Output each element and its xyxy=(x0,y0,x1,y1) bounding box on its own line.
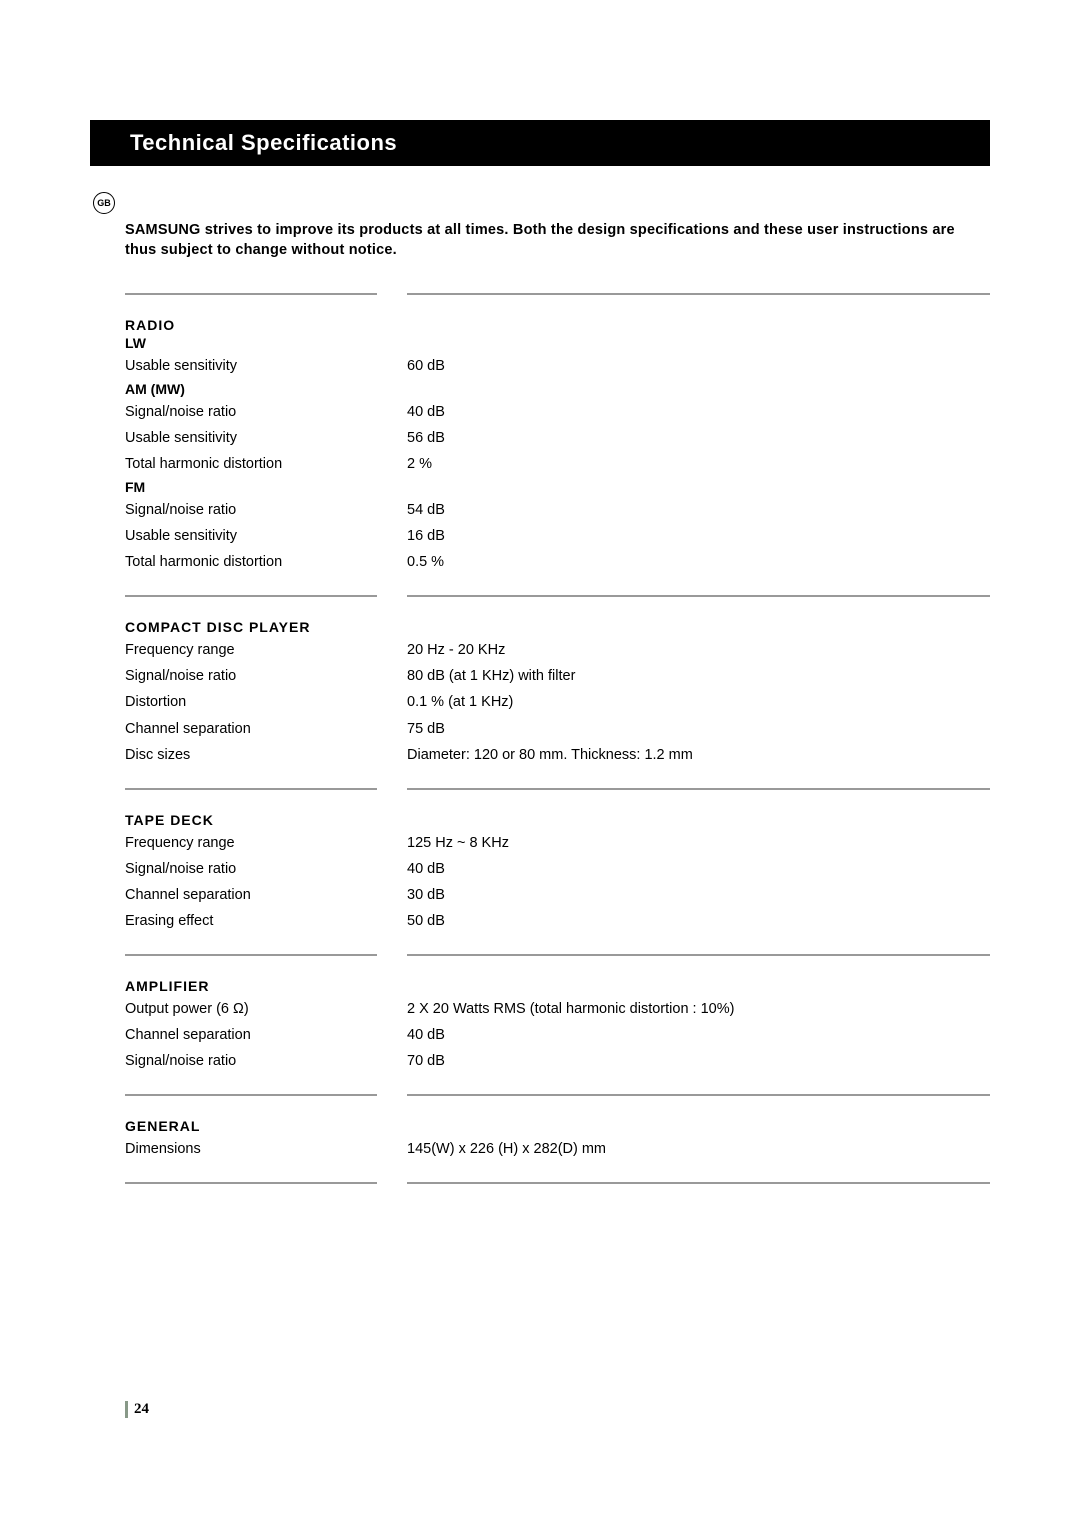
spec-section: RADIOLWUsable sensitivity60 dBAM (MW)Sig… xyxy=(125,317,990,576)
section-divider xyxy=(125,788,990,790)
spec-value: 30 dB xyxy=(407,882,990,908)
spec-value: 50 dB xyxy=(407,908,990,934)
section-divider xyxy=(125,595,990,597)
spec-label: Channel separation xyxy=(125,882,407,908)
spec-label: Usable sensitivity xyxy=(125,523,407,549)
page-title: Technical Specifications xyxy=(130,130,397,155)
spec-section: AMPLIFIER Output power (6 Ω)2 X 20 Watts … xyxy=(125,978,990,1074)
spec-label: Signal/noise ratio xyxy=(125,1048,407,1074)
spec-label: Disc sizes xyxy=(125,742,407,768)
spec-row: Signal/noise ratio40 dB xyxy=(125,856,990,882)
spec-row: Channel separation40 dB xyxy=(125,1022,990,1048)
spec-value: 40 dB xyxy=(407,856,990,882)
title-bar: Technical Specifications xyxy=(90,120,990,166)
spec-row: Frequency range20 Hz - 20 KHz xyxy=(125,637,990,663)
spec-label: Signal/noise ratio xyxy=(125,856,407,882)
section-divider xyxy=(125,293,990,295)
specifications-block: RADIOLWUsable sensitivity60 dBAM (MW)Sig… xyxy=(125,293,990,1185)
spec-row: Channel separation75 dB xyxy=(125,716,990,742)
spec-label: Erasing effect xyxy=(125,908,407,934)
spec-row: Usable sensitivity16 dB xyxy=(125,523,990,549)
spec-label: Channel separation xyxy=(125,1022,407,1048)
sub-header: FM xyxy=(125,479,990,495)
spec-row: Signal/noise ratio80 dB (at 1 KHz) with … xyxy=(125,663,990,689)
sub-header: AM (MW) xyxy=(125,381,990,397)
section-header: COMPACT DISC PLAYER xyxy=(125,619,990,635)
spec-row: Distortion0.1 % (at 1 KHz) xyxy=(125,689,990,715)
spec-section: COMPACT DISC PLAYER Frequency range20 Hz … xyxy=(125,619,990,767)
section-header: GENERAL xyxy=(125,1118,990,1134)
spec-label: Distortion xyxy=(125,689,407,715)
page-number: 24 xyxy=(125,1401,149,1418)
spec-row: Signal/noise ratio54 dB xyxy=(125,497,990,523)
spec-label: Total harmonic distortion xyxy=(125,451,407,477)
spec-value: 56 dB xyxy=(407,425,990,451)
spec-value: 70 dB xyxy=(407,1048,990,1074)
spec-row: Disc sizesDiameter: 120 or 80 mm. Thickn… xyxy=(125,742,990,768)
section-divider xyxy=(125,1094,990,1096)
spec-value: 20 Hz - 20 KHz xyxy=(407,637,990,663)
spec-row: Frequency range125 Hz ~ 8 KHz xyxy=(125,830,990,856)
spec-value: 145(W) x 226 (H) x 282(D) mm xyxy=(407,1136,990,1162)
document-page: Technical Specifications GB SAMSUNG stri… xyxy=(0,0,1080,1184)
spec-value: 60 dB xyxy=(407,353,990,379)
spec-row: Signal/noise ratio40 dB xyxy=(125,399,990,425)
spec-label: Frequency range xyxy=(125,830,407,856)
language-badge: GB xyxy=(93,192,115,214)
spec-value: Diameter: 120 or 80 mm. Thickness: 1.2 m… xyxy=(407,742,990,768)
spec-row: Total harmonic distortion2 % xyxy=(125,451,990,477)
spec-label: Output power (6 Ω) xyxy=(125,996,407,1022)
spec-label: Usable sensitivity xyxy=(125,353,407,379)
spec-row: Usable sensitivity60 dB xyxy=(125,353,990,379)
spec-value: 2 X 20 Watts RMS (total harmonic distort… xyxy=(407,996,990,1022)
spec-section: GENERAL Dimensions145(W) x 226 (H) x 282(… xyxy=(125,1118,990,1162)
spec-value: 16 dB xyxy=(407,523,990,549)
spec-row: Channel separation30 dB xyxy=(125,882,990,908)
spec-value: 40 dB xyxy=(407,1022,990,1048)
spec-section: TAPE DECK Frequency range125 Hz ~ 8 KHzSi… xyxy=(125,812,990,934)
spec-label: Dimensions xyxy=(125,1136,407,1162)
section-divider xyxy=(125,954,990,956)
spec-label: Channel separation xyxy=(125,716,407,742)
spec-row: Total harmonic distortion0.5 % xyxy=(125,549,990,575)
intro-text: SAMSUNG strives to improve its products … xyxy=(125,220,990,261)
spec-label: Signal/noise ratio xyxy=(125,663,407,689)
spec-row: Signal/noise ratio70 dB xyxy=(125,1048,990,1074)
spec-label: Total harmonic distortion xyxy=(125,549,407,575)
spec-value: 40 dB xyxy=(407,399,990,425)
spec-value: 0.5 % xyxy=(407,549,990,575)
spec-row: Usable sensitivity56 dB xyxy=(125,425,990,451)
section-divider xyxy=(125,1182,990,1184)
spec-value: 75 dB xyxy=(407,716,990,742)
section-header: TAPE DECK xyxy=(125,812,990,828)
spec-row: Output power (6 Ω)2 X 20 Watts RMS (tota… xyxy=(125,996,990,1022)
spec-value: 0.1 % (at 1 KHz) xyxy=(407,689,990,715)
spec-value: 125 Hz ~ 8 KHz xyxy=(407,830,990,856)
spec-label: Frequency range xyxy=(125,637,407,663)
section-header: AMPLIFIER xyxy=(125,978,990,994)
spec-value: 54 dB xyxy=(407,497,990,523)
spec-row: Dimensions145(W) x 226 (H) x 282(D) mm xyxy=(125,1136,990,1162)
spec-label: Usable sensitivity xyxy=(125,425,407,451)
spec-value: 80 dB (at 1 KHz) with filter xyxy=(407,663,990,689)
spec-value: 2 % xyxy=(407,451,990,477)
section-header: RADIO xyxy=(125,317,990,333)
sub-header: LW xyxy=(125,335,990,351)
spec-label: Signal/noise ratio xyxy=(125,497,407,523)
spec-label: Signal/noise ratio xyxy=(125,399,407,425)
spec-row: Erasing effect50 dB xyxy=(125,908,990,934)
